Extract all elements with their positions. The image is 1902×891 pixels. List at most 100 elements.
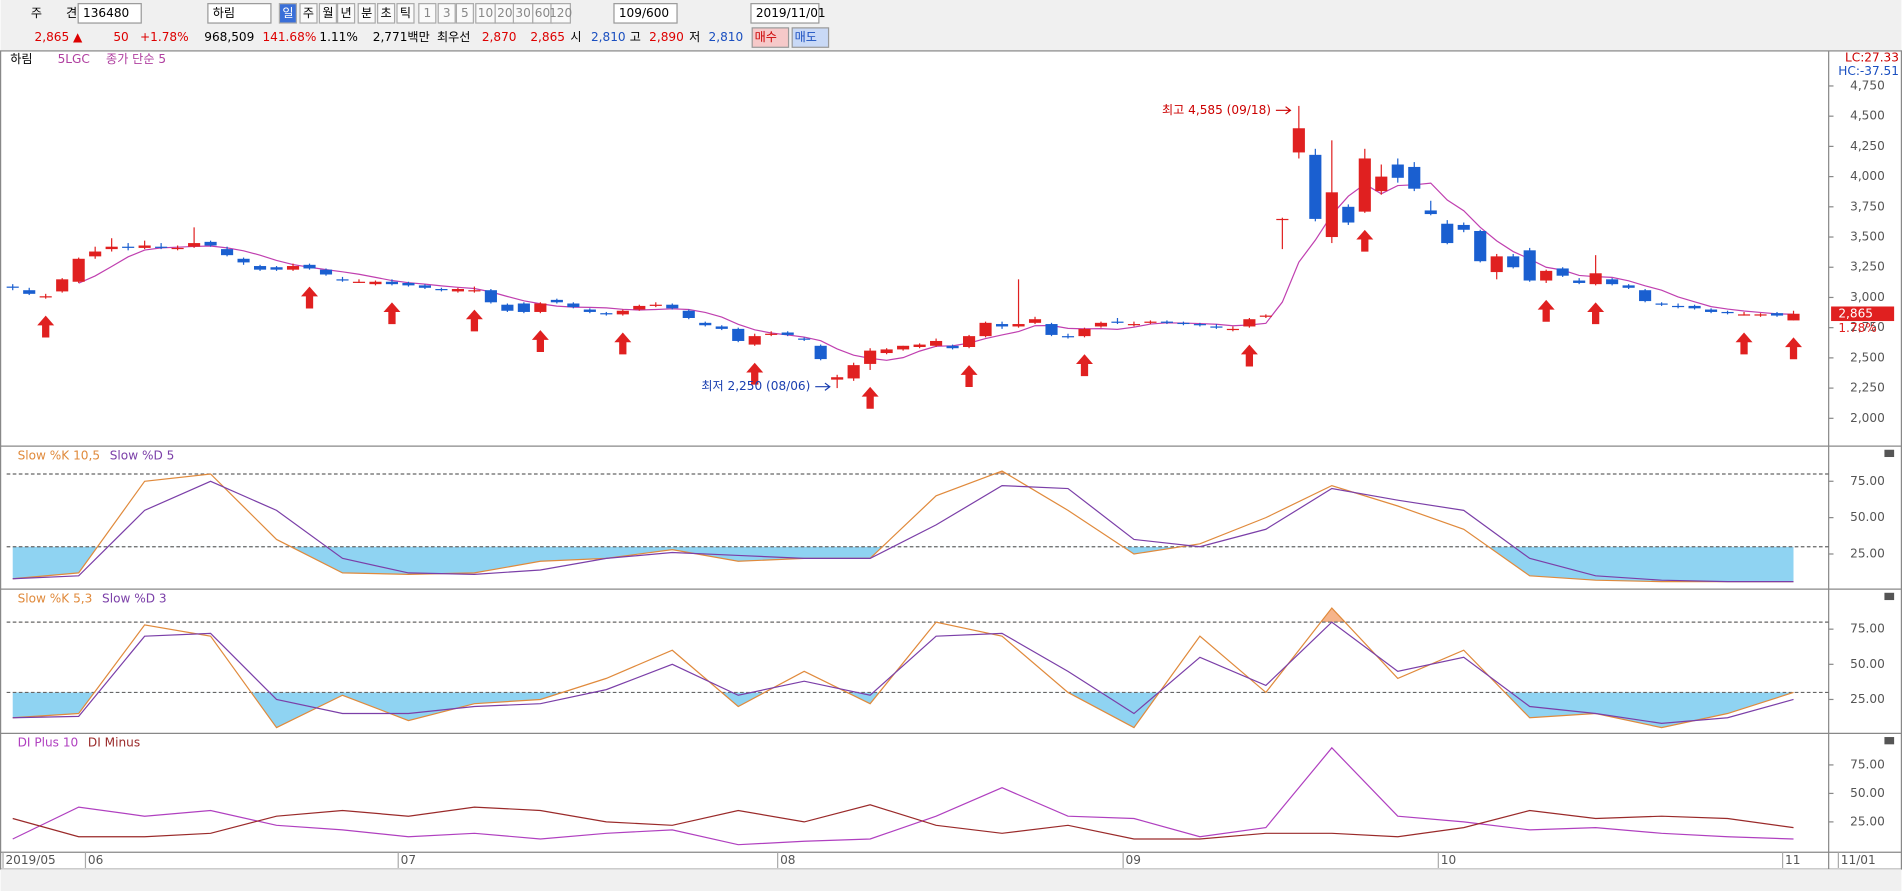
panel-handle[interactable] (1884, 737, 1895, 745)
toolbar-button[interactable] (377, 3, 396, 24)
toolbar-label[interactable]: 2019/11/01 (756, 6, 826, 20)
scrollbar[interactable] (0, 869, 1902, 891)
panel-handle[interactable] (1884, 592, 1895, 601)
input-box[interactable] (613, 3, 678, 24)
toolbar-label[interactable]: 초 (381, 6, 392, 20)
order-button[interactable] (751, 27, 790, 48)
candle-body (1045, 324, 1058, 335)
candle-body (1639, 290, 1652, 302)
candle-body (517, 303, 530, 312)
toolbar-button[interactable] (550, 3, 571, 24)
toolbar-label[interactable]: 주 (303, 6, 314, 20)
candle-body (270, 267, 283, 270)
quote-value: 2,810 (591, 30, 626, 44)
candle-body (1424, 210, 1437, 215)
buy-signal-arrow (1076, 354, 1093, 377)
toolbar-label[interactable]: 60 (535, 6, 550, 20)
toolbar-label[interactable]: 5 (461, 6, 469, 20)
candle-body (1507, 256, 1520, 268)
candle-body (682, 310, 695, 318)
input-box[interactable] (207, 3, 272, 24)
candle-body (402, 282, 415, 286)
candle-body (1342, 206, 1355, 223)
toolbar-label[interactable]: 하림 (213, 6, 235, 20)
panel-handle[interactable] (1884, 449, 1895, 458)
buy-signal-arrow (1537, 299, 1555, 322)
candle-body (171, 247, 184, 250)
candle-body (1358, 158, 1371, 212)
input-box[interactable] (77, 3, 142, 24)
toolbar-label[interactable]: 견 (66, 6, 77, 20)
candle-body (1177, 322, 1190, 325)
panel-legend: Slow %K 5,3 (18, 591, 93, 605)
toolbar-label[interactable]: 136480 (83, 6, 129, 20)
candle-body (1787, 313, 1800, 321)
order-button[interactable] (791, 27, 830, 48)
candle-body (484, 290, 497, 303)
toolbar-label[interactable]: 월 (322, 6, 333, 20)
candle-body (188, 243, 201, 247)
candle-body (666, 304, 679, 309)
toolbar-label[interactable]: 30 (515, 6, 530, 20)
toolbar-label[interactable]: 분 (361, 6, 372, 20)
candle-body (369, 281, 382, 285)
candle-body (1441, 223, 1454, 244)
candle-body (1474, 230, 1487, 262)
buy-signal-arrow (1735, 332, 1753, 355)
toolbar-button[interactable] (437, 3, 456, 24)
y-tick-label: 75.00 (1850, 757, 1885, 771)
toolbar-button[interactable] (278, 3, 297, 24)
candle-body (814, 345, 827, 360)
toolbar-label[interactable]: 3 (443, 6, 451, 20)
y-tick-label: 3,750 (1850, 199, 1885, 213)
toolbar-label[interactable]: 일 (282, 6, 293, 20)
toolbar-button[interactable] (418, 3, 437, 24)
candle-body (138, 245, 151, 248)
candle-body (1375, 176, 1388, 192)
toolbar-button[interactable] (299, 3, 318, 24)
toolbar-button[interactable] (336, 3, 356, 24)
candle-body (930, 340, 943, 346)
y-tick-label: 3,250 (1850, 260, 1885, 274)
x-tick-label: 11 (1785, 853, 1800, 867)
overbought-area (1320, 608, 1346, 623)
buy-signal-arrow (465, 309, 483, 332)
candle-body (1737, 314, 1751, 316)
candle-body (1259, 315, 1272, 317)
quote-value: 141.68% (262, 30, 316, 44)
candle-body (39, 296, 52, 298)
y-tick-label: 2,250 (1850, 381, 1885, 395)
y-tick-label: 50.00 (1850, 510, 1885, 524)
quote-value[interactable]: 매수 (755, 30, 777, 44)
buy-signal-arrow (1356, 229, 1374, 252)
input-box[interactable] (750, 3, 820, 24)
quote-value: 2,771백만 (373, 30, 430, 44)
toolbar-button[interactable] (396, 3, 415, 24)
toolbar-label[interactable]: 틱 (400, 6, 411, 20)
candle-body (963, 336, 976, 348)
toolbar-button[interactable] (357, 3, 376, 24)
candle-body (319, 269, 333, 275)
quote-value: 2,865 (530, 30, 565, 44)
toolbar-label[interactable]: 10 (478, 6, 493, 20)
candle-body (1523, 250, 1536, 281)
candle-body (1573, 280, 1586, 283)
candle-body (23, 290, 36, 294)
candle-body (1292, 128, 1305, 153)
last-price-box (1831, 306, 1895, 322)
toolbar-button[interactable] (318, 3, 337, 24)
toolbar-button[interactable] (455, 3, 474, 24)
toolbar-label[interactable]: 년 (341, 6, 352, 20)
candle-body (1606, 279, 1619, 285)
buy-signal-arrow (861, 386, 879, 409)
toolbar-label[interactable]: 120 (549, 6, 572, 20)
candle-body (1226, 328, 1239, 331)
toolbar-label[interactable]: 20 (497, 6, 512, 20)
candle-body (1622, 285, 1635, 288)
quote-value: 50 (113, 30, 128, 44)
quote-value[interactable]: 매도 (795, 30, 817, 44)
toolbar-label[interactable]: 1 (423, 6, 431, 20)
toolbar-label[interactable]: 주 (31, 6, 42, 20)
toolbar-label[interactable]: 109/600 (619, 6, 669, 20)
candle-body (418, 285, 432, 288)
